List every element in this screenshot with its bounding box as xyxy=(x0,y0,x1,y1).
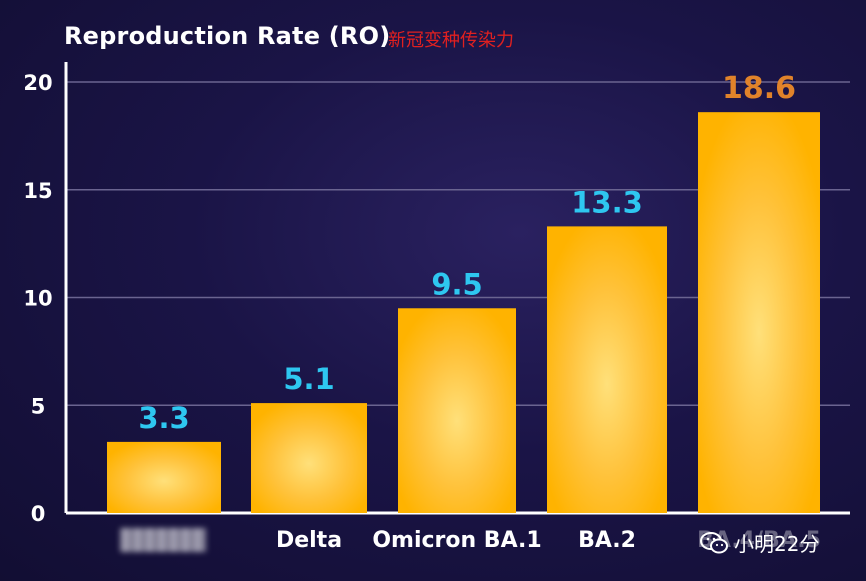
y-tick-label: 5 xyxy=(31,394,46,418)
bar xyxy=(398,308,516,513)
data-label: 3.3 xyxy=(138,401,189,435)
data-label: 18.6 xyxy=(722,71,796,106)
bar xyxy=(547,226,667,513)
watermark-text: 小明22分 xyxy=(734,532,820,556)
y-tick-label: 10 xyxy=(23,287,52,311)
data-label: 9.5 xyxy=(431,267,482,301)
bar xyxy=(251,403,367,513)
blurred-category-label xyxy=(120,528,206,552)
data-label: 13.3 xyxy=(571,185,643,219)
y-tick-label: 0 xyxy=(31,502,46,526)
y-tick-label: 15 xyxy=(23,179,52,203)
x-tick-label: Delta xyxy=(276,528,342,553)
bar xyxy=(107,441,221,513)
wechat-icon xyxy=(700,531,728,553)
x-tick-label: Omicron BA.1 xyxy=(372,528,541,553)
watermark: 小明22分 xyxy=(700,528,819,557)
x-tick-label: BA.2 xyxy=(578,528,636,553)
bar xyxy=(698,112,820,514)
chart-title: Reproduction Rate (RO) xyxy=(64,22,391,50)
data-label: 5.1 xyxy=(283,362,334,396)
y-tick-label: 20 xyxy=(23,71,52,95)
chart-subtitle: 新冠变种传染力 xyxy=(388,30,514,51)
